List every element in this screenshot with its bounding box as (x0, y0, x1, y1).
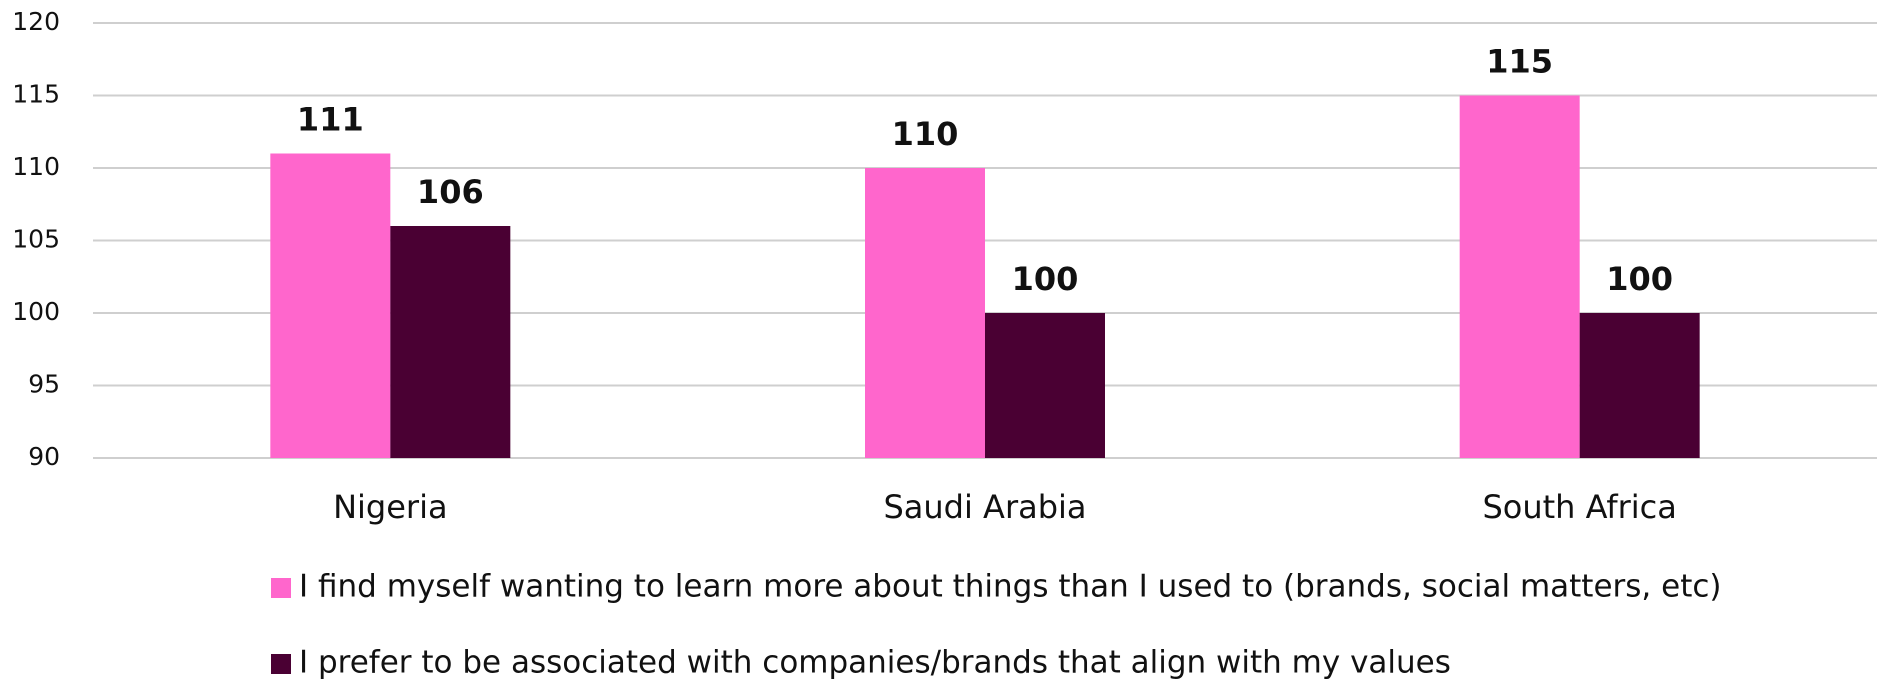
bar (270, 153, 391, 458)
y-tick-label: 110 (12, 152, 60, 181)
y-tick-label: 100 (12, 297, 60, 326)
y-tick-label: 90 (28, 442, 60, 471)
y-tick-label: 95 (28, 370, 60, 399)
bar (1459, 95, 1580, 458)
x-tick-label: Saudi Arabia (883, 488, 1086, 526)
bar (865, 168, 985, 458)
x-tick-label: South Africa (1482, 488, 1676, 526)
legend-label: I find myself wanting to learn more abou… (299, 569, 1722, 605)
y-tick-label: 105 (12, 225, 60, 254)
legend-swatch (271, 578, 291, 598)
bar (985, 313, 1105, 458)
value-label: 100 (1012, 260, 1079, 298)
value-label: 110 (892, 115, 959, 153)
value-label: 106 (417, 173, 484, 211)
legend-swatch (271, 654, 291, 674)
bar (390, 226, 511, 458)
x-tick-label: Nigeria (333, 488, 447, 526)
legend-label: I prefer to be associated with companies… (299, 645, 1451, 681)
bar (1579, 313, 1700, 458)
y-tick-label: 115 (12, 80, 60, 109)
y-tick-label: 120 (12, 7, 60, 36)
value-label: 115 (1486, 43, 1553, 81)
value-label: 111 (297, 101, 364, 139)
value-label: 100 (1606, 260, 1673, 298)
